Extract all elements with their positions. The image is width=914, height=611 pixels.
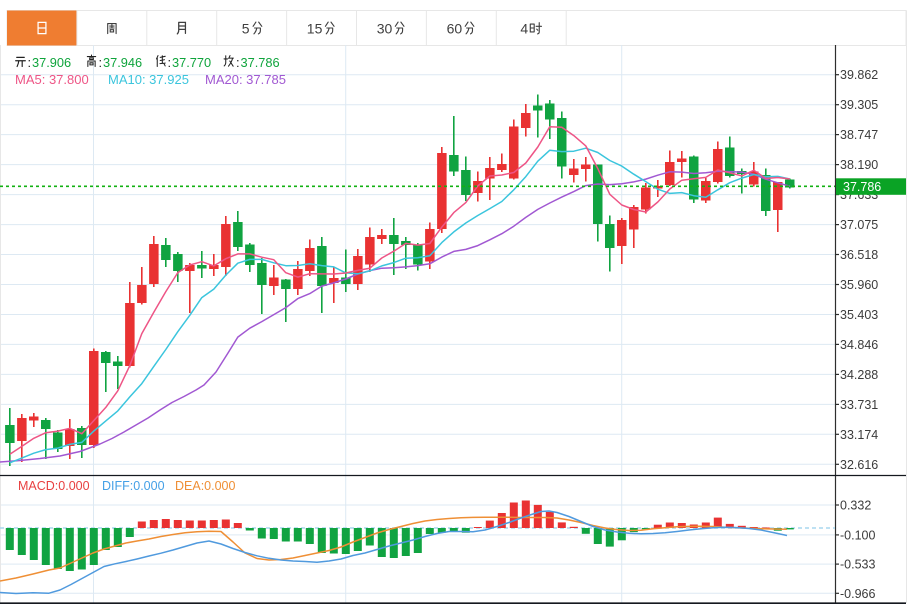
svg-text::: :: [168, 55, 172, 70]
svg-text:34.288: 34.288: [840, 368, 878, 382]
svg-text:MA10: 37.925: MA10: 37.925: [108, 72, 189, 87]
svg-text:32.616: 32.616: [840, 458, 878, 472]
svg-text:-0.966: -0.966: [840, 587, 875, 601]
svg-text:35.403: 35.403: [840, 308, 878, 322]
svg-text:DIFF:0.000: DIFF:0.000: [102, 479, 165, 493]
svg-text:35.960: 35.960: [840, 278, 878, 292]
svg-text:DEA:0.000: DEA:0.000: [175, 479, 236, 493]
svg-text::: :: [99, 55, 103, 70]
svg-text::: :: [28, 55, 32, 70]
svg-text:60: 60: [447, 21, 463, 37]
svg-text:30: 30: [377, 21, 393, 37]
svg-text:MACD:0.000: MACD:0.000: [18, 479, 90, 493]
svg-text:34.846: 34.846: [840, 338, 878, 352]
svg-text:38.747: 38.747: [840, 128, 878, 142]
svg-text:0.332: 0.332: [840, 499, 871, 513]
svg-text:37.906: 37.906: [32, 55, 71, 70]
svg-text:37.786: 37.786: [843, 180, 881, 194]
svg-text:37.946: 37.946: [103, 55, 142, 70]
svg-text:38.190: 38.190: [840, 158, 878, 172]
svg-text:4: 4: [520, 21, 528, 37]
svg-text:MA20: 37.785: MA20: 37.785: [205, 72, 286, 87]
svg-text:39.862: 39.862: [840, 68, 878, 82]
svg-text:33.731: 33.731: [840, 398, 878, 412]
svg-text:33.174: 33.174: [840, 428, 878, 442]
svg-text:39.305: 39.305: [840, 98, 878, 112]
svg-text:37.770: 37.770: [172, 55, 211, 70]
svg-text:-0.100: -0.100: [840, 528, 875, 542]
svg-text::: :: [236, 55, 240, 70]
svg-text:37.786: 37.786: [241, 55, 280, 70]
svg-text:MA5: 37.800: MA5: 37.800: [15, 72, 89, 87]
svg-text:36.518: 36.518: [840, 248, 878, 262]
svg-text:37.075: 37.075: [840, 218, 878, 232]
svg-text:5: 5: [242, 21, 250, 37]
svg-text:15: 15: [307, 21, 323, 37]
svg-text:-0.533: -0.533: [840, 558, 875, 572]
